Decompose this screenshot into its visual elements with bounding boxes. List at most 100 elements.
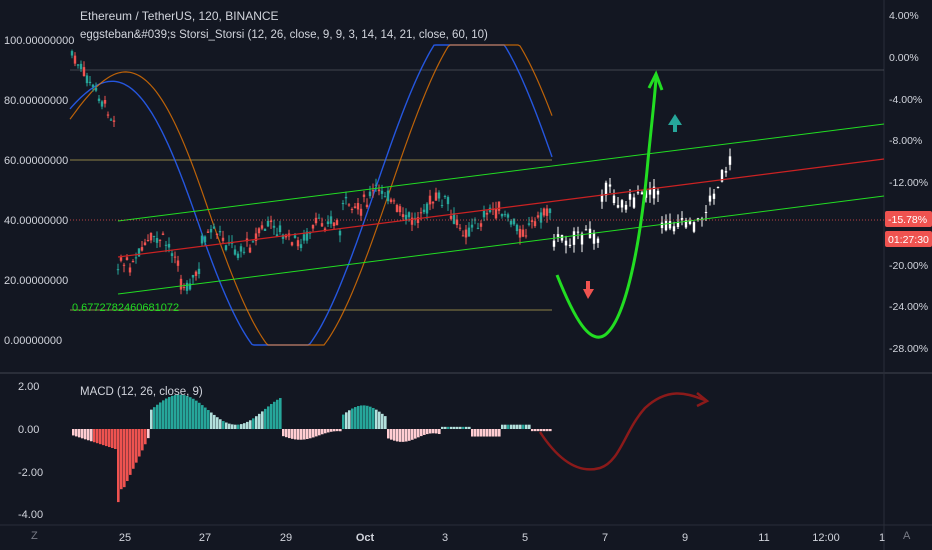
macd-bar-97	[363, 405, 366, 429]
candle-body-124	[443, 196, 447, 198]
candle-body-111	[404, 214, 408, 221]
macd-bar-147	[513, 424, 516, 429]
candle-body-198	[704, 212, 708, 214]
macd-bar-122	[438, 429, 441, 435]
macd-bar-129	[459, 426, 462, 429]
indicator-legend[interactable]: eggsteban&#039;s Storsi_Storsi (12, 26, …	[80, 29, 488, 41]
candle-body-173	[604, 182, 608, 196]
candle-body-62	[257, 228, 261, 234]
macd-bar-9	[99, 429, 102, 445]
macd-bar-26	[150, 409, 153, 429]
macd-bar-142	[498, 429, 501, 437]
macd-bar-87	[333, 429, 336, 432]
macd-bar-112	[408, 429, 411, 441]
macd-bar-70	[282, 429, 285, 437]
candle-body-0	[70, 51, 74, 56]
candle-body-135	[476, 227, 480, 229]
candle-body-141	[494, 208, 498, 219]
symbol-title[interactable]: Ethereum / TetherUS, 120, BINANCE	[80, 9, 279, 23]
candle-body-21	[134, 257, 138, 259]
macd-bar-13	[111, 429, 114, 449]
candle-body-195	[692, 222, 696, 232]
candle-body-150	[521, 229, 525, 237]
candle-body-8	[94, 88, 98, 91]
macd-bar-38	[186, 395, 189, 429]
macd-bar-24	[144, 429, 147, 445]
macd-bar-14	[114, 429, 117, 449]
candle-body-129	[458, 227, 462, 229]
macd-bar-159	[549, 429, 552, 432]
macd-bar-0	[72, 429, 75, 436]
candle-body-3	[79, 63, 83, 70]
candle-body-64	[263, 228, 267, 231]
storsi-line-orange	[69, 44, 553, 346]
macd-bar-116	[420, 429, 423, 437]
macd-bar-85	[327, 429, 330, 433]
macd-bar-90	[342, 414, 345, 429]
candle-body-2	[76, 64, 80, 66]
candle-body-166	[576, 231, 580, 233]
macd-bar-158	[546, 429, 549, 432]
candle-body-108	[395, 204, 399, 212]
candle-body-92	[347, 204, 351, 206]
macd-bar-120	[432, 429, 435, 434]
macd-bar-16	[120, 429, 123, 490]
macd-bar-8	[96, 429, 99, 444]
candle-body-6	[88, 81, 92, 83]
candle-body-186	[656, 190, 660, 195]
candle-body-120	[431, 201, 435, 204]
macd-bar-25	[147, 429, 150, 439]
macd-bar-109	[399, 429, 402, 442]
candle-body-33	[170, 253, 174, 256]
time-axis-tick: 25	[119, 532, 131, 544]
channel-mid-line	[117, 158, 885, 258]
candle-body-130	[461, 235, 465, 237]
time-axis-tick: 9	[682, 532, 688, 544]
macd-bar-145	[507, 424, 510, 429]
macd-bar-134	[474, 429, 477, 437]
candle-body-181	[636, 192, 640, 194]
candle-body-61	[254, 233, 258, 241]
candle-body-1	[73, 55, 77, 64]
channel-value-label: 0.6772782460681072	[72, 302, 179, 314]
candle-body-178	[624, 204, 628, 210]
macd-legend[interactable]: MACD (12, 26, close, 9)	[80, 386, 203, 398]
candle-body-203	[724, 171, 728, 173]
candle-body-12	[106, 114, 110, 116]
candle-body-74	[293, 235, 297, 238]
candle-body-82	[317, 217, 321, 219]
candle-body-60	[251, 241, 255, 243]
macd-bar-63	[261, 411, 264, 429]
candle-body-165	[572, 231, 576, 245]
macd-bar-94	[354, 407, 357, 429]
time-axis-tick: 3	[442, 532, 448, 544]
macd-bar-128	[456, 426, 459, 429]
macd-bar-104	[384, 416, 387, 429]
candle-body-27	[152, 235, 156, 237]
candle-body-55	[236, 253, 240, 258]
macd-bar-101	[375, 409, 378, 429]
candle-body-187	[660, 222, 664, 229]
zoom-reset-icon[interactable]: Z	[31, 530, 38, 542]
macd-bar-114	[414, 429, 417, 439]
macd-bar-35	[177, 394, 180, 429]
candle-body-97	[362, 194, 366, 197]
candle-body-78	[305, 231, 309, 241]
candle-body-40	[191, 274, 195, 278]
candle-body-199	[708, 195, 712, 202]
macd-bar-79	[309, 429, 312, 439]
macd-axis-tick: 2.00	[18, 381, 39, 393]
candle-body-180	[632, 197, 636, 208]
time-axis-tick: 5	[522, 532, 528, 544]
macd-bar-39	[189, 397, 192, 429]
candle-body-15	[116, 269, 120, 271]
candle-body-23	[140, 247, 144, 251]
macd-bar-72	[288, 429, 291, 439]
macd-bar-132	[468, 426, 471, 429]
auto-scale-icon[interactable]: A	[903, 530, 911, 542]
candle-body-85	[326, 221, 330, 225]
macd-bar-11	[105, 429, 108, 447]
macd-bar-55	[237, 424, 240, 429]
candle-body-51	[224, 245, 228, 250]
candle-body-37	[182, 286, 186, 288]
